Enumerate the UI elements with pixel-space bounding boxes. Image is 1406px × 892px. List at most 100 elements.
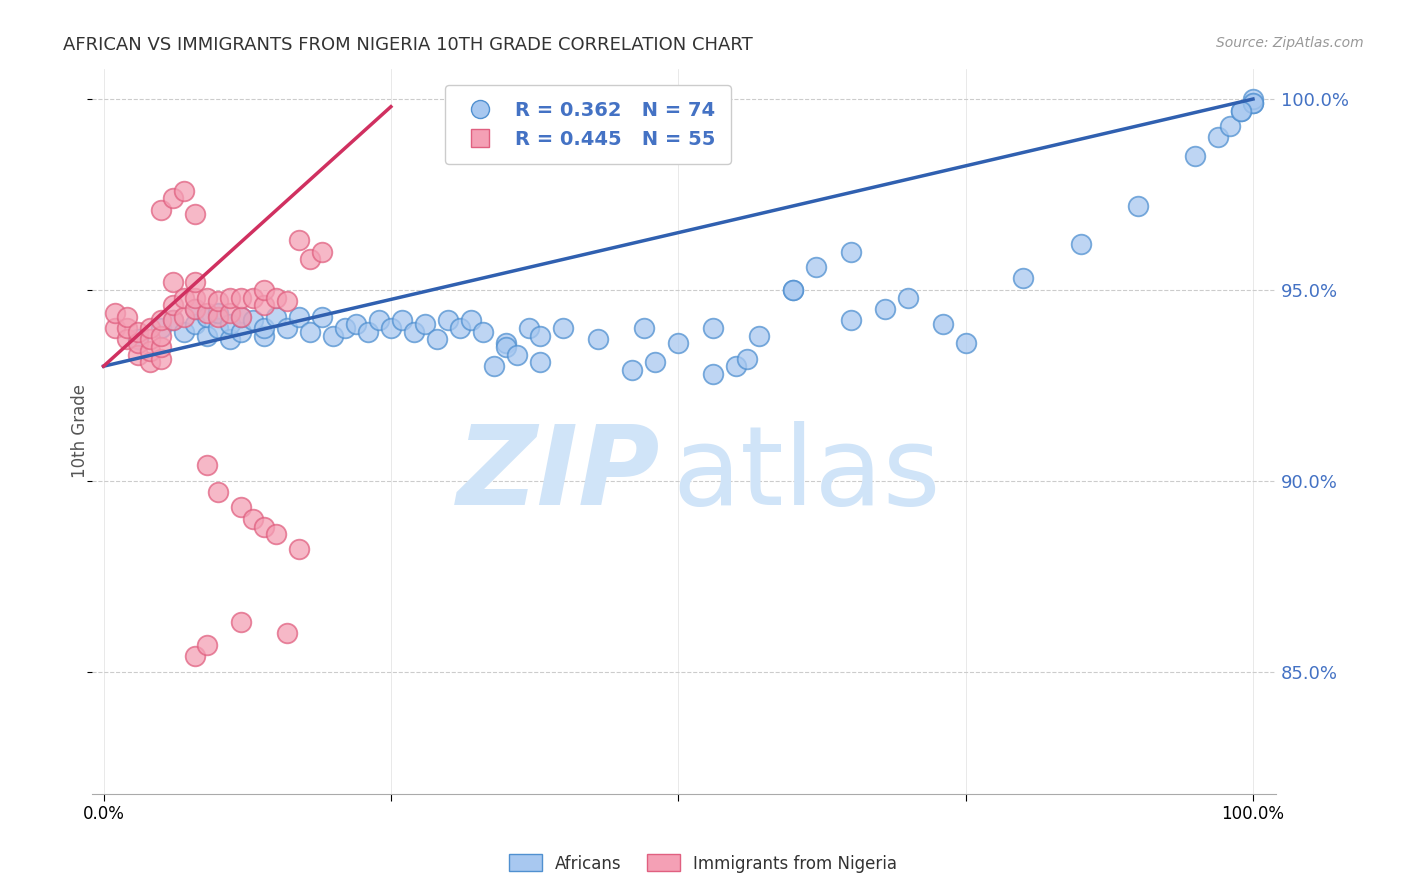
Point — [150, 351, 173, 366]
Point — [195, 328, 218, 343]
Point — [1208, 130, 1230, 145]
Point — [195, 458, 218, 473]
Point — [207, 310, 229, 324]
Point — [115, 333, 138, 347]
Point — [242, 512, 264, 526]
Point — [231, 615, 253, 629]
Text: Source: ZipAtlas.com: Source: ZipAtlas.com — [1216, 36, 1364, 50]
Point — [173, 184, 195, 198]
Point — [219, 317, 242, 331]
Point — [276, 321, 298, 335]
Point — [426, 333, 449, 347]
Point — [162, 313, 184, 327]
Point — [1219, 119, 1241, 133]
Text: ZIP: ZIP — [457, 421, 661, 528]
Point — [207, 306, 229, 320]
Point — [484, 359, 506, 374]
Point — [437, 313, 460, 327]
Point — [184, 301, 207, 316]
Point — [875, 301, 897, 316]
Point — [264, 310, 287, 324]
Text: atlas: atlas — [672, 421, 941, 528]
Point — [150, 321, 173, 335]
Point — [495, 336, 517, 351]
Point — [138, 355, 160, 369]
Legend: Africans, Immigrants from Nigeria: Africans, Immigrants from Nigeria — [502, 847, 904, 880]
Point — [288, 310, 311, 324]
Point — [460, 313, 482, 327]
Point — [162, 191, 184, 205]
Point — [195, 291, 218, 305]
Point — [184, 649, 207, 664]
Point — [173, 310, 195, 324]
Point — [242, 313, 264, 327]
Point — [276, 294, 298, 309]
Point — [529, 355, 551, 369]
Point — [104, 321, 127, 335]
Point — [529, 328, 551, 343]
Point — [495, 340, 517, 354]
Point — [184, 275, 207, 289]
Point — [517, 321, 540, 335]
Point — [299, 325, 322, 339]
Point — [173, 291, 195, 305]
Point — [782, 283, 804, 297]
Point — [264, 527, 287, 541]
Point — [839, 313, 862, 327]
Point — [195, 638, 218, 652]
Point — [897, 291, 920, 305]
Point — [127, 336, 149, 351]
Point — [264, 291, 287, 305]
Point — [127, 348, 149, 362]
Point — [806, 260, 828, 274]
Point — [219, 291, 242, 305]
Point — [127, 333, 149, 347]
Point — [276, 626, 298, 640]
Point — [1184, 149, 1206, 163]
Point — [150, 328, 173, 343]
Point — [219, 333, 242, 347]
Point — [253, 298, 276, 312]
Point — [195, 306, 218, 320]
Point — [931, 317, 953, 331]
Point — [184, 301, 207, 316]
Point — [242, 291, 264, 305]
Point — [1126, 199, 1149, 213]
Point — [231, 291, 253, 305]
Point — [138, 343, 160, 358]
Point — [344, 317, 367, 331]
Point — [173, 325, 195, 339]
Point — [368, 313, 391, 327]
Text: AFRICAN VS IMMIGRANTS FROM NIGERIA 10TH GRADE CORRELATION CHART: AFRICAN VS IMMIGRANTS FROM NIGERIA 10TH … — [63, 36, 754, 54]
Point — [253, 328, 276, 343]
Point — [150, 313, 173, 327]
Point — [184, 206, 207, 220]
Point — [150, 340, 173, 354]
Point — [1070, 237, 1092, 252]
Point — [253, 321, 276, 335]
Point — [219, 306, 242, 320]
Point — [115, 310, 138, 324]
Point — [184, 317, 207, 331]
Point — [1241, 92, 1264, 106]
Point — [1230, 103, 1253, 118]
Point — [471, 325, 494, 339]
Point — [207, 485, 229, 500]
Point — [380, 321, 402, 335]
Point — [402, 325, 425, 339]
Point — [1241, 95, 1264, 110]
Point — [288, 542, 311, 557]
Point — [449, 321, 471, 335]
Point — [162, 313, 184, 327]
Point — [231, 325, 253, 339]
Point — [553, 321, 575, 335]
Point — [104, 306, 127, 320]
Point — [299, 252, 322, 267]
Point — [138, 321, 160, 335]
Y-axis label: 10th Grade: 10th Grade — [72, 384, 89, 478]
Point — [586, 333, 609, 347]
Point — [207, 321, 229, 335]
Point — [666, 336, 689, 351]
Point — [322, 328, 344, 343]
Point — [253, 519, 276, 533]
